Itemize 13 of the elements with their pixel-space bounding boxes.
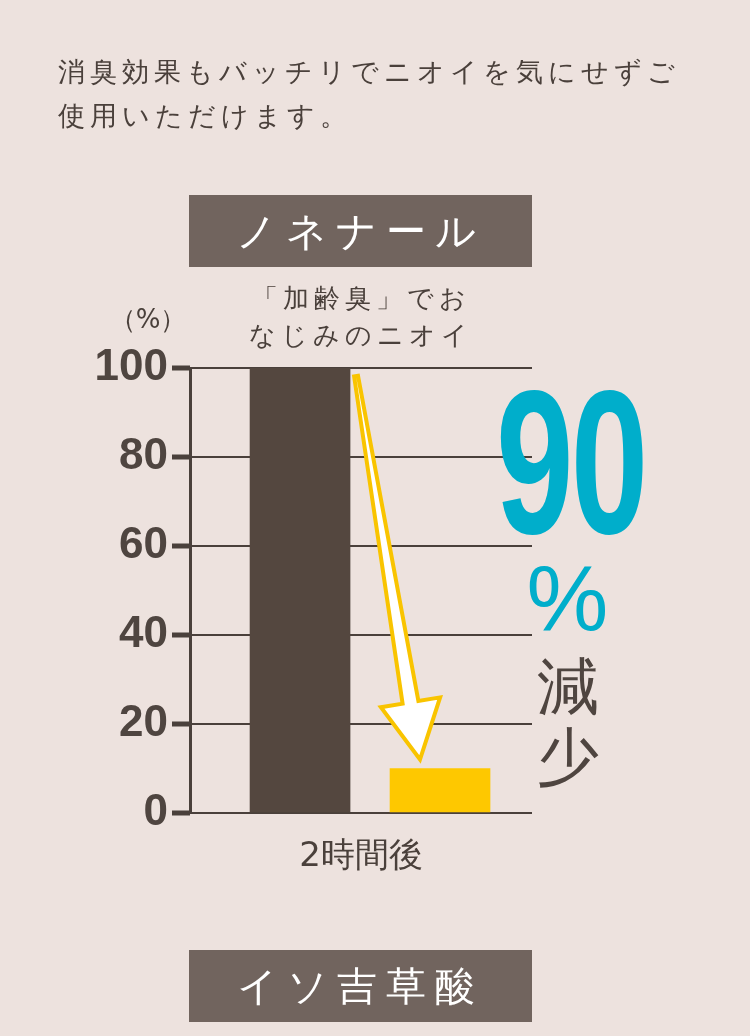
y-tick-label: 40 bbox=[119, 607, 168, 657]
text: 消臭効果もバッチリでニオイを気にせずご使用いただけます。 bbox=[58, 55, 681, 133]
y-axis-title: （%） bbox=[108, 303, 188, 336]
x-axis-title: 2時間後 bbox=[299, 834, 423, 875]
y-tick-label: 80 bbox=[119, 429, 168, 479]
y-tick-label: 0 bbox=[143, 785, 168, 835]
y-tick-label: 100 bbox=[94, 340, 168, 390]
chart-title: ノネナール bbox=[189, 195, 532, 267]
y-tick-label: 20 bbox=[119, 696, 168, 746]
chart-subtitle: 「加齢臭」でおなじみのニオイ bbox=[249, 283, 473, 350]
annotation: 90%減少 bbox=[495, 347, 647, 793]
text: イソ吉草酸 bbox=[189, 950, 532, 1022]
y-tick-label: 60 bbox=[119, 518, 168, 568]
